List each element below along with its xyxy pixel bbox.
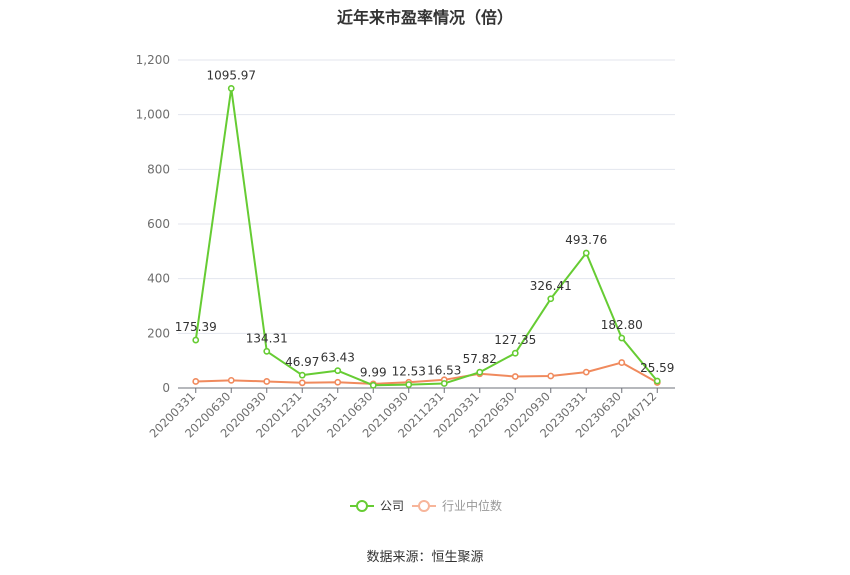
chart-title: 近年来市盈率情况（倍）: [336, 8, 513, 27]
data-label: 16.53: [427, 363, 461, 377]
data-label: 182.80: [601, 318, 643, 332]
industry-median-data-point: [192, 378, 200, 385]
y-tick-label: 200: [147, 326, 170, 340]
data-label: 9.99: [360, 365, 387, 379]
legend-industry-label: 行业中位数: [442, 498, 502, 513]
y-tick-label: 0: [162, 381, 170, 395]
y-tick-label: 1,200: [136, 53, 170, 67]
company-data-point: [476, 368, 484, 376]
industry-median-data-point: [618, 359, 626, 366]
company-data-point: [653, 377, 661, 385]
y-tick-label: 600: [147, 217, 170, 231]
industry-median-data-point: [334, 378, 342, 386]
legend-industry-marker: [418, 500, 430, 512]
industry-median-data-point: [582, 368, 590, 376]
data-label: 46.97: [285, 355, 319, 369]
data-label: 12.53: [392, 365, 426, 379]
industry-median-series-line: [195, 361, 658, 385]
data-label: 57.82: [463, 352, 497, 366]
data-source-note: 数据来源：恒生聚源: [366, 550, 484, 565]
data-label: 175.39: [175, 320, 217, 334]
data-label: 63.43: [321, 351, 355, 365]
y-tick-label: 800: [147, 162, 170, 176]
legend-company-marker: [356, 500, 368, 512]
data-label: 326.41: [530, 279, 572, 293]
company-data-point: [227, 85, 235, 92]
company-data-point: [334, 367, 342, 375]
company-data-point: [440, 380, 448, 387]
company-data-point: [298, 371, 306, 379]
data-label: 134.31: [246, 331, 288, 345]
data-label: 127.35: [494, 333, 536, 347]
data-label: 493.76: [565, 233, 607, 247]
y-tick-label: 1,000: [136, 108, 170, 122]
company-data-point: [369, 381, 377, 389]
company-data-point: [192, 336, 200, 344]
company-data-point: [582, 249, 590, 257]
industry-median-data-point: [263, 378, 271, 385]
industry-median-data-point: [511, 373, 519, 380]
data-label: 1095.97: [206, 68, 256, 82]
company-data-point: [547, 295, 555, 303]
company-data-point: [263, 347, 271, 355]
legend-company-label: 公司: [380, 499, 404, 513]
company-series-line: [194, 87, 659, 387]
company-data-point: [511, 349, 519, 357]
company-data-point: [405, 381, 413, 388]
industry-median-data-point: [298, 379, 306, 387]
y-tick-label: 400: [147, 272, 170, 286]
industry-median-data-point: [227, 376, 235, 384]
data-label: 25.59: [640, 361, 674, 375]
industry-median-data-point: [547, 372, 555, 380]
company-data-point: [618, 334, 626, 342]
